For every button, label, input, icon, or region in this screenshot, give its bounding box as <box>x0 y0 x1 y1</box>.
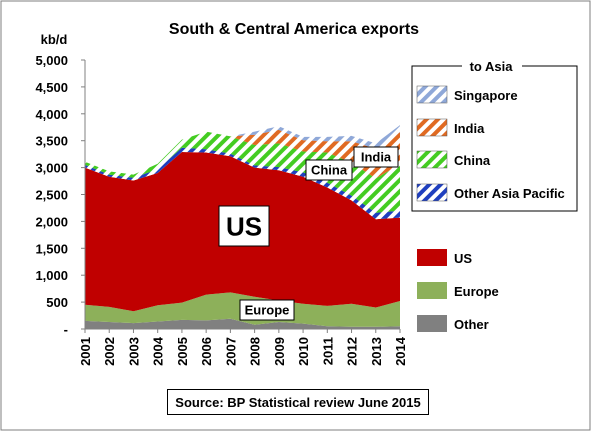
annotation-box-us <box>218 205 270 247</box>
y-tick-label: 2,000 <box>35 214 68 229</box>
legend-label-india: India <box>454 121 485 136</box>
y-tick-label: 5,000 <box>35 53 68 68</box>
annotation-china: China <box>311 163 348 178</box>
y-tick-label: 4,000 <box>35 107 68 122</box>
y-tick-label: 2,500 <box>35 188 68 203</box>
y-tick-label: 4,500 <box>35 80 68 95</box>
area-other <box>85 318 400 329</box>
x-tick-label: 2007 <box>223 337 238 366</box>
annotation-box-china <box>305 159 353 181</box>
legend-label-europe: Europe <box>454 284 499 299</box>
legend-group-title-bg <box>462 60 522 74</box>
x-tick-label: 2011 <box>320 337 335 365</box>
annotation-india: India <box>361 150 392 165</box>
y-tick-label: - <box>64 322 68 337</box>
y-tick-label: 500 <box>46 295 68 310</box>
legend-swatch-other <box>417 315 447 332</box>
x-tick-label: 2013 <box>369 337 384 366</box>
x-tick-label: 2008 <box>248 337 263 366</box>
x-tick-label: 2003 <box>126 337 141 366</box>
area-other-asia-pacific <box>85 147 400 220</box>
legend: to Asia Other Europe US Other Asia Pacific Ch… <box>411 59 578 332</box>
y-tick-label: 1,000 <box>35 268 68 283</box>
annotations: US Europe China India <box>218 146 399 321</box>
legend-swatch-china <box>416 150 448 169</box>
annotation-europe: Europe <box>245 303 290 318</box>
x-tick-label: 2002 <box>102 337 117 366</box>
legend-swatch-us <box>417 249 447 266</box>
x-tick-label: 2001 <box>78 337 93 366</box>
legend-swatch-europe <box>417 282 447 299</box>
x-tick-label: 2010 <box>296 337 311 366</box>
annotation-us: US <box>226 211 262 241</box>
y-tick-label: 1,500 <box>35 241 68 256</box>
x-tick-label: 2014 <box>393 336 408 366</box>
axes: - 500 1,000 1,500 2,000 2,500 3,000 3,500 4,000 4… <box>35 53 408 366</box>
legend-label-us: US <box>454 251 472 266</box>
legend-swatch-india <box>416 118 448 137</box>
legend-label-china: China <box>454 153 491 168</box>
chart-title: South & Central America exports <box>169 21 419 38</box>
y-axis-unit-label: kb/d <box>41 32 68 47</box>
x-tick-label: 2012 <box>345 337 360 366</box>
legend-label-singapore: Singapore <box>454 88 518 103</box>
legend-label-other-asia-pacific: Other Asia Pacific <box>454 186 565 201</box>
legend-swatch-singapore <box>416 85 448 104</box>
area-singapore <box>85 125 400 175</box>
x-tick-label: 2006 <box>199 337 214 366</box>
y-tick-label: 3,500 <box>35 134 68 149</box>
x-tick-label: 2005 <box>175 337 190 366</box>
legend-swatch-other-asia-pacific <box>416 183 448 202</box>
area-india <box>85 129 400 179</box>
y-tick-label: 3,000 <box>35 161 68 176</box>
x-tick-label: 2009 <box>272 337 287 366</box>
x-tick-label: 2004 <box>151 336 166 366</box>
legend-group-title: to Asia <box>470 59 514 74</box>
annotation-box-europe <box>239 299 295 321</box>
annotation-box-india <box>353 146 399 168</box>
legend-label-other: Other <box>454 317 489 332</box>
source-note: Source: BP Statistical review June 2015 <box>167 389 429 415</box>
